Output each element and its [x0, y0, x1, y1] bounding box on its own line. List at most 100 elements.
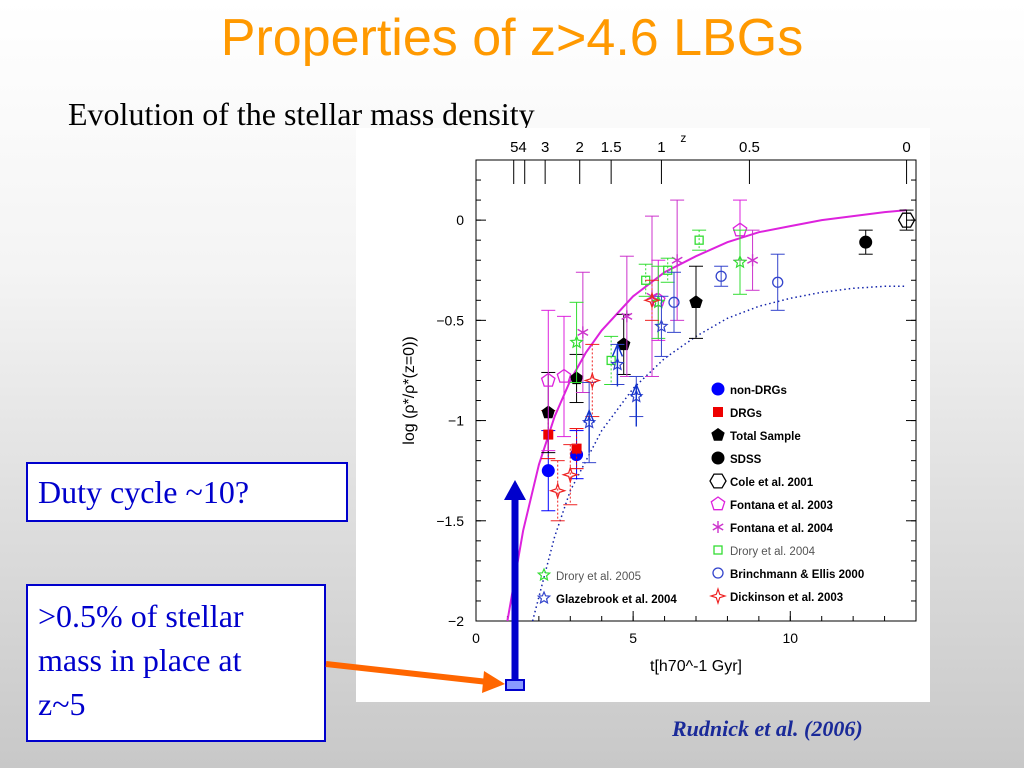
marker-point	[621, 312, 633, 320]
lower-limit-arrowhead	[630, 382, 642, 397]
chart-panel: 0 −0.5 −1 −1.5 −2 0 5 10 54 3 2 1.5 1 0.5 0 z t[h70^-1 G…	[356, 128, 930, 702]
series-sdss	[858, 229, 873, 255]
z-tick-label: 54	[510, 139, 527, 156]
marker-point	[540, 372, 556, 387]
stellar-mass-density-chart: 0 −0.5 −1 −1.5 −2 0 5 10 54 3 2 1.5 1 0.5 0 z t[h70^-1 G…	[401, 131, 917, 675]
curve-fit-solid	[506, 209, 907, 622]
marker-point	[654, 318, 669, 333]
legend-label: Fontana et al. 2004	[730, 523, 834, 535]
marker-point	[651, 294, 666, 309]
series-dickinson-et-al-2003	[548, 279, 661, 522]
marker-point	[583, 371, 602, 390]
x-tick-label: 10	[782, 630, 798, 646]
slide-subtitle: Evolution of the stellar mass density	[68, 96, 535, 132]
y-tick-label: −1	[448, 413, 464, 429]
series-cole-et-al-2001	[897, 209, 916, 231]
duty-cycle-text: Duty cycle ~10?	[38, 474, 250, 510]
slide-title: Properties of z>4.6 LBGs	[220, 9, 804, 67]
marker-point	[897, 212, 916, 228]
legend-entry: Fontana et al. 2003	[710, 496, 833, 512]
marker-point	[712, 523, 724, 531]
x-axis-label: t[h70^-1 Gyr]	[650, 658, 742, 675]
legend-label: Brinchmann & Ellis 2000	[730, 569, 864, 581]
marker-point	[710, 496, 726, 511]
legend-label: Cole et al. 2001	[730, 477, 814, 489]
marker-point	[541, 464, 555, 478]
legend-entry: non-DRGs	[711, 382, 787, 397]
legend-label: Glazebrook et al. 2004	[556, 594, 677, 606]
marker-point	[713, 407, 723, 417]
legend-label: Drory et al. 2004	[730, 546, 816, 558]
marker-point	[668, 296, 680, 308]
marker-point	[709, 473, 727, 489]
marker-point	[536, 567, 552, 582]
marker-point	[711, 451, 725, 465]
marker-point	[663, 265, 673, 275]
legend-entry: Drory et al. 2004	[713, 545, 816, 558]
marker-point	[694, 235, 704, 245]
series-non-drgs	[541, 430, 584, 512]
marker-point	[577, 328, 589, 336]
marker-point	[711, 382, 725, 396]
marker-point	[715, 270, 727, 282]
marker-point	[689, 295, 703, 308]
z-tick-label: 1.5	[601, 139, 622, 156]
series-drory-et-al-2005	[569, 229, 748, 383]
marker-point	[643, 291, 661, 310]
y-tick-label: 0	[456, 212, 464, 228]
legend-entry: Glazebrook et al. 2004	[536, 590, 677, 606]
marker-point	[536, 590, 552, 605]
legend-entry: Fontana et al. 2004	[712, 521, 834, 535]
lower-limit-arrowhead	[583, 408, 595, 423]
legend-entry: SDSS	[711, 451, 762, 466]
y-tick-label: −1.5	[436, 513, 464, 529]
y-tick-label: −2	[448, 613, 464, 629]
y-tick-label: −0.5	[436, 312, 464, 328]
z-tick-label: 2	[576, 139, 584, 156]
plot-frame	[475, 159, 917, 622]
legend-entry: DRGs	[713, 407, 762, 420]
marker-point	[772, 276, 784, 288]
legend-entry: Total Sample	[711, 428, 801, 443]
stellar-mass-line-3: z~5	[38, 686, 86, 722]
legend-label: non-DRGs	[730, 385, 787, 397]
marker-point	[712, 567, 724, 579]
marker-point	[606, 355, 616, 366]
legend-label: Total Sample	[730, 431, 801, 443]
z-tick-label: 0	[902, 139, 910, 156]
marker-point	[713, 545, 723, 555]
y-axis-label: log (ρ*/ρ*(z=0))	[401, 336, 418, 444]
z-axis-label: z	[680, 131, 686, 145]
stellar-mass-line-1: >0.5% of stellar	[38, 598, 244, 634]
legend-entry: Brinchmann & Ellis 2000	[712, 567, 864, 581]
legend-entry: Cole et al. 2001	[709, 473, 814, 489]
marker-point	[709, 587, 727, 605]
marker-point	[561, 465, 580, 484]
stellar-mass-box: >0.5% of stellar mass in place at z~5	[26, 584, 326, 742]
z-tick-label: 3	[541, 139, 549, 156]
marker-point	[859, 235, 873, 249]
curve-fit-dotted	[531, 285, 907, 622]
series-brinchmann-ellis-2000	[667, 253, 785, 333]
legend-label: Dickinson et al. 2003	[730, 592, 843, 604]
marker-point	[571, 443, 582, 454]
marker-point	[556, 368, 572, 383]
marker-point	[548, 481, 567, 500]
legend-label: Drory et al. 2005	[556, 571, 641, 583]
legend-label: Fontana et al. 2003	[730, 500, 833, 512]
marker-point	[732, 254, 748, 269]
duty-cycle-box: Duty cycle ~10?	[26, 462, 348, 522]
legend-entry: Drory et al. 2005	[536, 567, 641, 583]
x-tick-label: 0	[472, 630, 480, 646]
z-tick-label: 1	[657, 139, 665, 156]
series-total-sample	[541, 265, 703, 454]
lower-limit-arrowhead	[611, 342, 624, 357]
legend-label: DRGs	[730, 408, 762, 420]
z-tick-label: 0.5	[739, 139, 760, 156]
citation: Rudnick et al. (2006)	[672, 716, 863, 741]
stellar-mass-line-2: mass in place at	[38, 642, 242, 678]
legend-label: SDSS	[730, 454, 762, 466]
legend-entry: Dickinson et al. 2003	[709, 587, 843, 605]
marker-point	[747, 256, 759, 264]
x-tick-label: 5	[629, 630, 637, 646]
